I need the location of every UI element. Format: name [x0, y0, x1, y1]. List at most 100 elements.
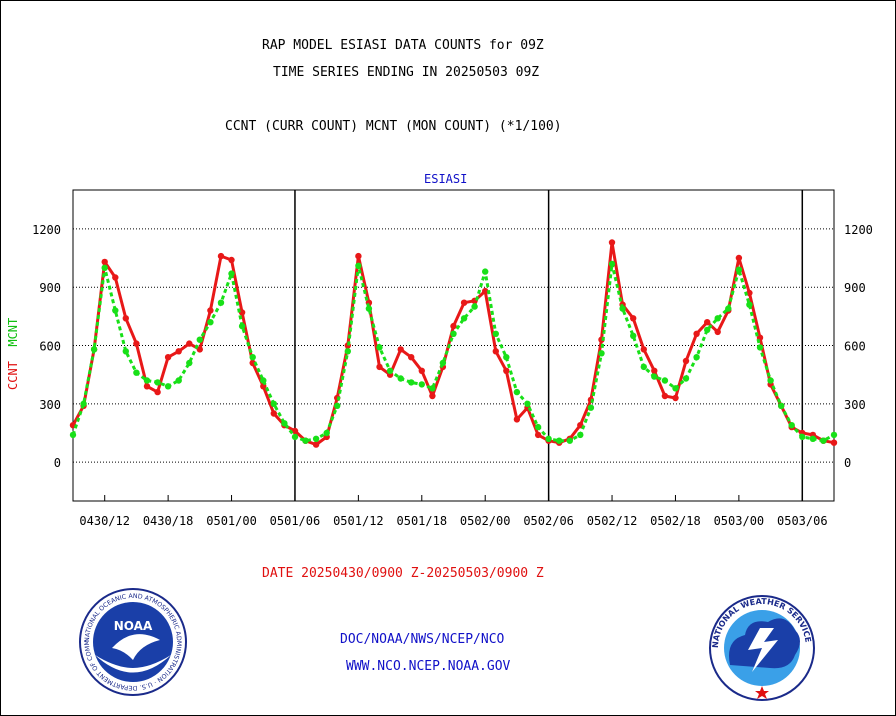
x-tick-label: 0502/00: [460, 514, 511, 528]
x-tick-label: 0502/18: [650, 514, 701, 528]
data-point-mcnt: [386, 367, 394, 374]
data-point-mcnt: [524, 400, 531, 407]
data-point-mcnt: [820, 437, 827, 444]
data-point-ccnt: [228, 256, 235, 264]
nws-logo: NATIONAL WEATHER SERVICE: [709, 595, 815, 701]
data-point-mcnt: [397, 375, 404, 382]
x-tick-label: 0503/06: [777, 514, 828, 528]
data-point-mcnt: [69, 431, 77, 439]
x-tick-label: 0501/18: [397, 514, 448, 528]
data-point-ccnt: [608, 239, 616, 246]
y-tick-label-left: 0: [54, 456, 61, 470]
data-point-mcnt: [418, 381, 425, 388]
data-point-mcnt: [545, 435, 552, 442]
data-point-ccnt: [714, 328, 721, 336]
data-point-ccnt: [450, 322, 457, 330]
data-point-mcnt: [778, 402, 785, 409]
data-point-mcnt: [608, 260, 616, 268]
data-point-mcnt: [334, 402, 341, 409]
data-point-ccnt: [630, 315, 637, 322]
noaa-ring-text: NATIONAL OCEANIC AND ATMOSPHERIC ADMINIS…: [0, 0, 182, 691]
data-point-ccnt: [122, 315, 129, 322]
data-point-mcnt: [735, 266, 743, 273]
data-point-mcnt: [186, 359, 193, 367]
data-point-ccnt: [429, 392, 436, 400]
data-point-ccnt: [672, 394, 679, 402]
data-point-mcnt: [376, 344, 383, 351]
data-point-mcnt: [534, 423, 542, 431]
data-point-mcnt: [704, 326, 711, 334]
x-tick-label: 0430/12: [79, 514, 130, 528]
data-point-ccnt: [830, 439, 838, 446]
data-point-mcnt: [809, 435, 817, 442]
data-point-ccnt: [492, 348, 499, 355]
data-point-ccnt: [249, 359, 256, 367]
y-tick-label-right: 600: [844, 340, 866, 354]
x-tick-label: 0501/12: [333, 514, 384, 528]
org-line-1: DOC/NOAA/NWS/NCEP/NCO: [340, 632, 505, 647]
data-point-mcnt: [344, 348, 351, 355]
data-point-mcnt: [630, 332, 637, 339]
y-tick-label-right: 300: [844, 398, 866, 412]
data-point-ccnt: [460, 299, 468, 306]
data-point-ccnt: [418, 367, 425, 374]
data-point-ccnt: [312, 441, 320, 448]
data-point-mcnt: [513, 388, 521, 396]
data-point-mcnt: [175, 377, 182, 384]
data-point-mcnt: [122, 348, 129, 355]
data-point-mcnt: [249, 354, 256, 361]
y-tick-label-left: 900: [39, 281, 61, 295]
data-point-mcnt: [207, 319, 214, 326]
x-tick-label: 0502/12: [587, 514, 638, 528]
data-point-ccnt: [640, 346, 647, 353]
data-point-mcnt: [640, 363, 647, 371]
data-point-mcnt: [492, 330, 499, 337]
data-point-mcnt: [323, 429, 330, 437]
data-point-mcnt: [164, 383, 172, 390]
data-point-mcnt: [830, 431, 838, 439]
data-point-mcnt: [312, 435, 320, 442]
data-point-mcnt: [112, 307, 119, 314]
data-point-ccnt: [513, 416, 521, 423]
data-point-mcnt: [767, 377, 774, 384]
x-tick-label: 0501/06: [270, 514, 321, 528]
y-tick-label-left: 1200: [32, 223, 61, 237]
data-point-ccnt: [133, 340, 140, 347]
data-point-mcnt: [143, 377, 151, 384]
data-point-mcnt: [672, 385, 679, 392]
data-point-ccnt: [164, 354, 172, 361]
y-tick-label-right: 900: [844, 281, 866, 295]
y-tick-label-left: 300: [39, 398, 61, 412]
data-point-ccnt: [735, 254, 743, 262]
star-icon: [755, 686, 769, 699]
data-point-ccnt: [408, 354, 415, 361]
data-point-mcnt: [90, 346, 98, 353]
x-tick-label: 0503/00: [714, 514, 765, 528]
data-point-mcnt: [154, 379, 161, 386]
data-point-mcnt: [556, 437, 563, 444]
y-tick-label-right: 0: [844, 456, 851, 470]
data-point-mcnt: [365, 305, 373, 312]
data-point-ccnt: [661, 392, 669, 400]
data-point-ccnt: [196, 346, 203, 353]
data-point-mcnt: [482, 268, 489, 275]
data-point-ccnt: [207, 307, 214, 314]
chart-subtitle: CCNT (CURR COUNT) MCNT (MON COUNT) (*1/1…: [225, 119, 562, 134]
x-tick-label: 0501/00: [206, 514, 257, 528]
data-point-mcnt: [587, 404, 595, 411]
x-tick-label: 0502/06: [523, 514, 574, 528]
data-point-mcnt: [133, 369, 140, 376]
data-point-mcnt: [503, 354, 510, 361]
data-point-ccnt: [112, 274, 119, 281]
data-point-mcnt: [661, 377, 669, 384]
data-point-ccnt: [186, 340, 193, 347]
data-point-ccnt: [291, 427, 299, 435]
data-point-mcnt: [101, 264, 108, 271]
data-point-mcnt: [196, 336, 203, 343]
data-point-mcnt: [756, 344, 764, 351]
data-point-mcnt: [439, 359, 447, 367]
data-point-ccnt: [376, 363, 383, 371]
data-point-mcnt: [260, 377, 267, 384]
